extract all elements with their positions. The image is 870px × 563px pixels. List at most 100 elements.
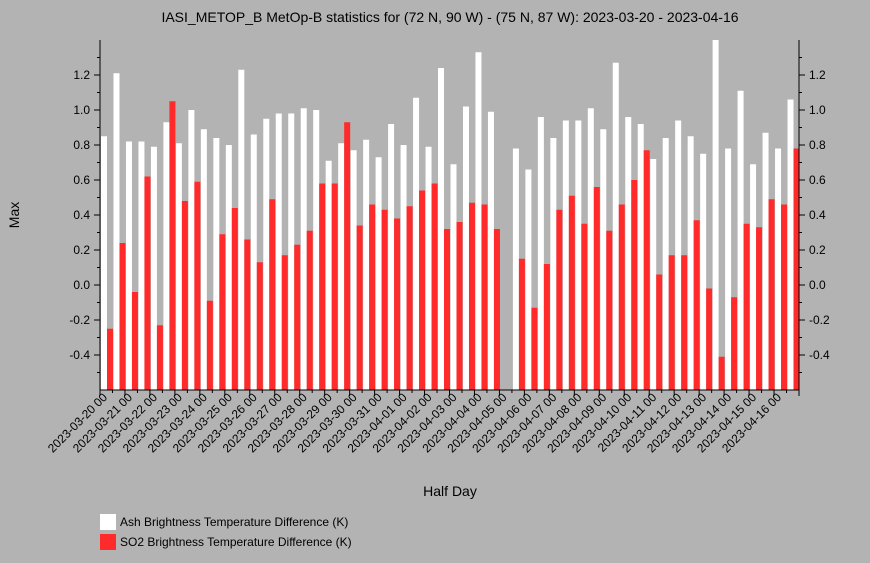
ash-bar xyxy=(200,129,207,390)
so2-bar xyxy=(194,181,201,390)
so2-bar xyxy=(493,229,500,390)
ash-bar xyxy=(462,106,469,390)
so2-bar xyxy=(618,204,625,390)
ash-bar xyxy=(338,143,345,390)
so2-bar xyxy=(531,307,538,390)
legend-label-so2: SO2 Brightness Temperature Difference (K… xyxy=(120,535,352,549)
y-tick-label-right: 0.0 xyxy=(809,278,826,292)
ash-bar xyxy=(388,124,395,390)
y-tick-label-right: 0.2 xyxy=(809,243,826,257)
ash-bar xyxy=(438,68,445,390)
ash-bar xyxy=(650,159,657,390)
so2-bar xyxy=(419,190,426,390)
so2-bar xyxy=(556,209,563,390)
ash-bar xyxy=(363,139,370,390)
so2-bar xyxy=(681,255,688,390)
so2-bar xyxy=(743,223,750,390)
ash-bar xyxy=(687,136,694,390)
so2-bar xyxy=(119,243,126,390)
ash-bar xyxy=(413,97,420,390)
so2-bar xyxy=(518,258,525,390)
so2-bar xyxy=(169,101,176,390)
y-tick-label-left: -0.2 xyxy=(69,313,90,327)
y-tick-label-left: 0.0 xyxy=(73,278,90,292)
so2-bar xyxy=(281,255,288,390)
so2-bar xyxy=(481,204,488,390)
so2-bar xyxy=(543,264,550,390)
legend-item-so2: SO2 Brightness Temperature Difference (K… xyxy=(100,532,352,552)
so2-bar xyxy=(793,148,800,390)
ash-bar xyxy=(512,148,519,390)
so2-bar xyxy=(369,204,376,390)
so2-bar xyxy=(656,274,663,390)
y-tick-label-right: -0.4 xyxy=(809,348,830,362)
ash-bar xyxy=(750,164,757,390)
ash-bar xyxy=(600,129,607,390)
y-tick-label-left: 0.4 xyxy=(73,208,90,222)
so2-bar xyxy=(606,230,613,390)
so2-bar xyxy=(356,225,363,390)
so2-bar xyxy=(256,262,263,390)
y-axis-label: Max xyxy=(6,202,22,228)
so2-bar xyxy=(219,234,226,390)
ash-bar xyxy=(238,69,245,390)
ash-bar xyxy=(138,141,145,390)
y-tick-label-right: -0.2 xyxy=(809,313,830,327)
y-tick-label-left: 1.2 xyxy=(73,68,90,82)
so2-bar xyxy=(768,199,775,390)
so2-bar xyxy=(593,187,600,390)
ash-bar xyxy=(163,122,170,390)
ash-bar xyxy=(675,120,682,390)
ash-bar xyxy=(662,138,669,390)
ash-bar xyxy=(400,145,407,390)
ash-bar xyxy=(762,132,769,390)
ash-bar xyxy=(225,145,232,390)
ash-bar xyxy=(450,164,457,390)
ash-bar xyxy=(562,120,569,390)
legend-swatch-ash xyxy=(100,514,116,530)
ash-bar xyxy=(612,62,619,390)
ash-bar xyxy=(188,110,195,390)
ash-bar xyxy=(537,117,544,390)
so2-bar xyxy=(144,176,151,390)
so2-bar xyxy=(643,150,650,390)
so2-bar xyxy=(731,297,738,390)
ash-bar xyxy=(113,73,120,390)
ash-bar xyxy=(700,153,707,390)
ash-bar xyxy=(213,138,220,390)
ash-bar xyxy=(525,169,532,390)
ash-bar xyxy=(288,113,295,390)
so2-bar xyxy=(181,201,188,390)
y-tick-label-right: 1.0 xyxy=(809,103,826,117)
legend-swatch-so2 xyxy=(100,534,116,550)
y-tick-label-left: 0.2 xyxy=(73,243,90,257)
legend: Ash Brightness Temperature Difference (K… xyxy=(100,512,352,552)
so2-bar xyxy=(107,328,113,390)
ash-bar xyxy=(313,110,320,390)
so2-bar xyxy=(568,195,575,390)
y-tick-label-left: 0.8 xyxy=(73,138,90,152)
ash-bar xyxy=(637,124,644,390)
so2-bar xyxy=(294,244,301,390)
legend-label-ash: Ash Brightness Temperature Difference (K… xyxy=(120,515,349,529)
so2-bar xyxy=(344,122,351,390)
ash-bar xyxy=(150,146,157,390)
y-tick-label-right: 0.6 xyxy=(809,173,826,187)
so2-bar xyxy=(468,202,475,390)
so2-bar xyxy=(456,222,463,390)
ash-bar xyxy=(737,90,744,390)
so2-bar xyxy=(431,183,438,390)
so2-bar xyxy=(693,220,700,390)
ash-bar xyxy=(101,136,107,390)
ash-bar xyxy=(325,160,332,390)
y-tick-label-right: 1.2 xyxy=(809,68,826,82)
so2-bar xyxy=(269,199,276,390)
ash-bar xyxy=(375,157,382,390)
y-tick-label-left: 1.0 xyxy=(73,103,90,117)
ash-bar xyxy=(350,150,357,390)
ash-bar xyxy=(625,117,632,390)
ash-bar xyxy=(175,143,182,390)
so2-bar xyxy=(756,227,763,390)
so2-bar xyxy=(706,288,713,390)
